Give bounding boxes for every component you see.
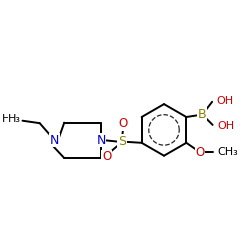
Text: O: O <box>118 118 128 130</box>
Text: CH₃: CH₃ <box>217 147 238 157</box>
Text: OH: OH <box>217 121 234 131</box>
Text: N: N <box>96 134 106 147</box>
Text: H₃: H₃ <box>2 114 15 124</box>
Text: OH: OH <box>216 96 234 106</box>
Text: S: S <box>118 135 126 148</box>
Text: B: B <box>198 108 207 121</box>
Text: O: O <box>195 146 204 159</box>
Text: N: N <box>50 134 59 147</box>
Text: O: O <box>102 150 111 163</box>
Text: H₃: H₃ <box>8 114 20 124</box>
